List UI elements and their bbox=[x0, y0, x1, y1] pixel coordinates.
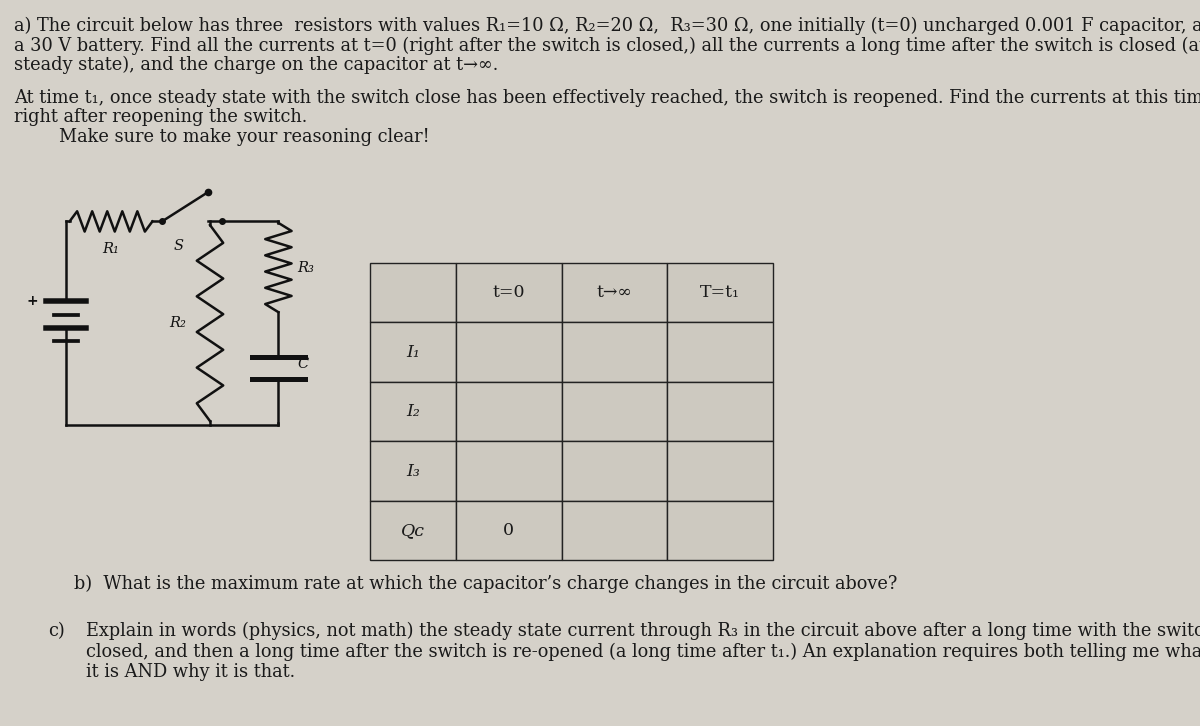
Bar bbox=[456, 263, 562, 322]
Bar bbox=[370, 382, 456, 441]
Bar bbox=[667, 441, 773, 501]
Bar bbox=[370, 322, 456, 382]
Bar bbox=[456, 501, 562, 560]
Bar bbox=[667, 263, 773, 322]
Text: t=0: t=0 bbox=[492, 284, 526, 301]
Bar bbox=[667, 322, 773, 382]
Bar bbox=[456, 322, 562, 382]
Text: t→∞: t→∞ bbox=[596, 284, 632, 301]
Text: c): c) bbox=[48, 622, 65, 640]
Text: I₁: I₁ bbox=[406, 343, 420, 361]
Text: closed, and then a long time after the switch is re-opened (a long time after t₁: closed, and then a long time after the s… bbox=[86, 643, 1200, 661]
Text: T=t₁: T=t₁ bbox=[700, 284, 740, 301]
Text: R₂: R₂ bbox=[169, 316, 186, 330]
Text: I₃: I₃ bbox=[406, 462, 420, 480]
Text: C: C bbox=[298, 357, 308, 371]
Text: b)  What is the maximum rate at which the capacitor’s charge changes in the circ: b) What is the maximum rate at which the… bbox=[74, 575, 898, 593]
Bar bbox=[370, 263, 456, 322]
Text: a) The circuit below has three  resistors with values R₁=10 Ω, R₂=20 Ω,  R₃=30 Ω: a) The circuit below has three resistors… bbox=[14, 17, 1200, 35]
Bar bbox=[456, 382, 562, 441]
Bar bbox=[562, 263, 667, 322]
Bar bbox=[562, 322, 667, 382]
Bar bbox=[370, 441, 456, 501]
Bar bbox=[562, 441, 667, 501]
Bar bbox=[667, 501, 773, 560]
Text: R₃: R₃ bbox=[298, 261, 314, 274]
Bar bbox=[456, 441, 562, 501]
Text: a 30 V battery. Find all the currents at t=0 (right after the switch is closed,): a 30 V battery. Find all the currents at… bbox=[14, 36, 1200, 54]
Text: 0: 0 bbox=[503, 522, 515, 539]
Bar bbox=[562, 382, 667, 441]
Text: +: + bbox=[26, 294, 38, 308]
Text: right after reopening the switch.: right after reopening the switch. bbox=[14, 108, 307, 126]
Text: At time t₁, once steady state with the switch close has been effectively reached: At time t₁, once steady state with the s… bbox=[14, 89, 1200, 107]
Text: it is AND why it is that.: it is AND why it is that. bbox=[86, 663, 295, 681]
Text: steady state), and the charge on the capacitor at t→∞.: steady state), and the charge on the cap… bbox=[14, 56, 499, 74]
Text: I₂: I₂ bbox=[406, 403, 420, 420]
Bar bbox=[370, 501, 456, 560]
Text: R₁: R₁ bbox=[102, 242, 120, 256]
Bar bbox=[667, 382, 773, 441]
Bar bbox=[562, 501, 667, 560]
Text: S: S bbox=[174, 239, 184, 253]
Text: Qᴄ: Qᴄ bbox=[401, 522, 425, 539]
Text: Explain in words (physics, not math) the steady state current through R₃ in the : Explain in words (physics, not math) the… bbox=[86, 622, 1200, 640]
Text: Make sure to make your reasoning clear!: Make sure to make your reasoning clear! bbox=[14, 128, 430, 146]
